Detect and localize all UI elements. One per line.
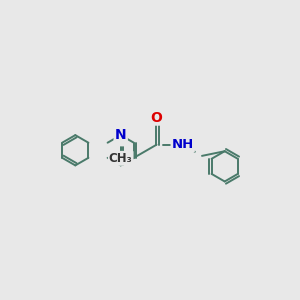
- Text: N: N: [115, 128, 127, 142]
- Text: O: O: [151, 111, 162, 124]
- Text: NH: NH: [172, 138, 194, 151]
- Text: O: O: [115, 131, 127, 145]
- Text: CH₃: CH₃: [109, 152, 133, 165]
